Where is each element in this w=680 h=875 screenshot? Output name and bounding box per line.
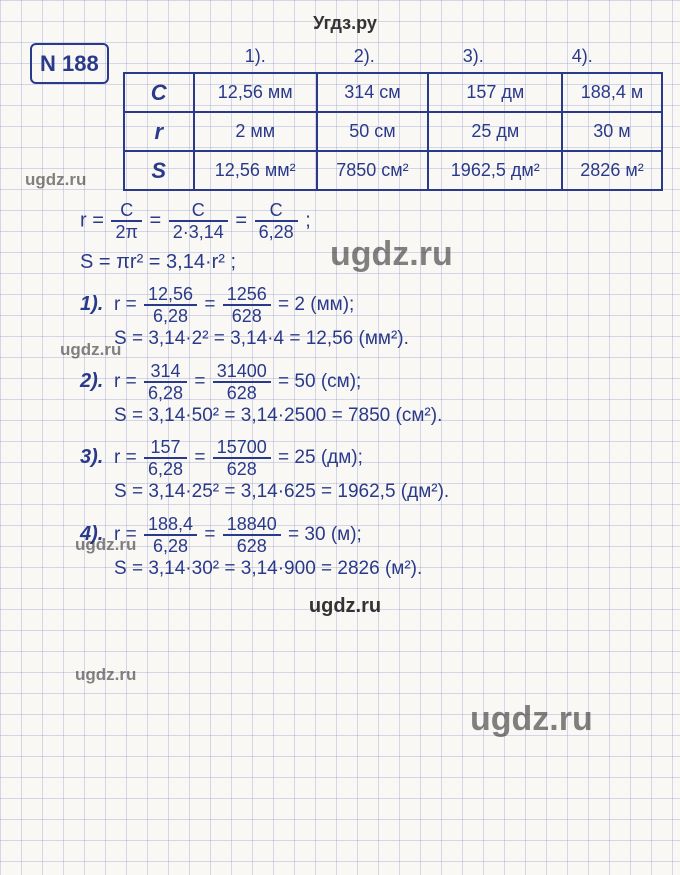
cell: 12,56 мм (194, 73, 317, 112)
r-lhs: r = (114, 294, 137, 315)
col-label-2: 2). (310, 43, 419, 70)
step-number: 2). (80, 366, 114, 396)
cell: 7850 см² (317, 151, 429, 190)
r-lhs: r = (114, 447, 137, 468)
r-step: 3).r = 1576,28 = 15700628 = 25 (дм); (80, 438, 660, 478)
r-step: 1).r = 12,566,28 = 1256628 = 2 (мм); (80, 285, 660, 325)
numerator: 18840 (223, 515, 281, 536)
fraction: 12,566,28 (144, 285, 197, 325)
formula-r: r = C 2π = C 2·3,14 = C 6,28 ; (80, 201, 660, 241)
fraction: C 2·3,14 (169, 201, 228, 241)
cell: 1962,5 дм² (428, 151, 562, 190)
denominator: 6,28 (144, 536, 197, 555)
denominator: 628 (223, 536, 281, 555)
numerator: C (169, 201, 228, 222)
s-step: S = 3,14·30² = 3,14·900 = 2826 (м²). (114, 555, 660, 584)
equals: = (194, 447, 205, 468)
denominator: 2π (111, 222, 141, 241)
formula-block: r = C 2π = C 2·3,14 = C 6,28 ; S = πr² =… (80, 201, 660, 277)
top-row: N 188 1). 2). 3). 4). C 12,56 мм 314 см … (30, 43, 660, 191)
step-number: 1). (80, 289, 114, 319)
denominator: 6,28 (144, 306, 197, 325)
equals: = (204, 524, 215, 545)
cell: 12,56 мм² (194, 151, 317, 190)
fraction: 15700628 (213, 438, 271, 478)
equals: = (204, 294, 215, 315)
row-header-C: C (124, 73, 194, 112)
cell: 314 см (317, 73, 429, 112)
cell: 2 мм (194, 112, 317, 151)
cell: 50 см (317, 112, 429, 151)
solution-item: 1).r = 12,566,28 = 1256628 = 2 (мм);S = … (40, 285, 660, 354)
equals: = (149, 209, 161, 231)
page-content: Угдз.ру N 188 1). 2). 3). 4). C 12,56 мм… (0, 0, 680, 631)
numerator: C (255, 201, 298, 222)
solution-item: 2).r = 3146,28 = 31400628 = 50 (см);S = … (40, 362, 660, 431)
site-footer: ugdz.ru (30, 591, 660, 621)
fraction: 31400628 (213, 362, 271, 402)
denominator: 6,28 (144, 383, 187, 402)
denominator: 628 (223, 306, 271, 325)
numerator: 314 (144, 362, 187, 383)
col-label-3: 3). (419, 43, 528, 70)
denominator: 2·3,14 (169, 222, 228, 241)
s-step: S = 3,14·50² = 3,14·2500 = 7850 (см²). (114, 402, 660, 431)
step-number: 4). (80, 519, 114, 549)
site-header: Угдз.ру (30, 10, 660, 37)
formula-s: S = πr² = 3,14·r² ; (80, 247, 660, 277)
fraction: 1576,28 (144, 438, 187, 478)
cell: 188,4 м (562, 73, 661, 112)
r-step: 4).r = 188,46,28 = 18840628 = 30 (м); (80, 515, 660, 555)
solution-item: 4).r = 188,46,28 = 18840628 = 30 (м);S =… (40, 515, 660, 584)
cell: 2826 м² (562, 151, 661, 190)
row-header-S: S (124, 151, 194, 190)
col-label-4: 4). (528, 43, 637, 70)
table-block: 1). 2). 3). 4). C 12,56 мм 314 см 157 дм… (123, 43, 663, 191)
numerator: 12,56 (144, 285, 197, 306)
numerator: 15700 (213, 438, 271, 459)
step-number: 3). (80, 442, 114, 472)
cell: 157 дм (428, 73, 562, 112)
problem-number-box: N 188 (30, 43, 109, 84)
table-row: C 12,56 мм 314 см 157 дм 188,4 м (124, 73, 662, 112)
cell: 30 м (562, 112, 661, 151)
table-row: r 2 мм 50 см 25 дм 30 м (124, 112, 662, 151)
r-result: = 50 (см); (278, 371, 361, 392)
numerator: 31400 (213, 362, 271, 383)
data-table: C 12,56 мм 314 см 157 дм 188,4 м r 2 мм … (123, 72, 663, 191)
fraction: C 6,28 (255, 201, 298, 241)
semicolon: ; (305, 209, 311, 231)
numerator: 157 (144, 438, 187, 459)
denominator: 6,28 (144, 459, 187, 478)
cell: 25 дм (428, 112, 562, 151)
col-label-1: 1). (201, 43, 310, 70)
numerator: 1256 (223, 285, 271, 306)
r-lhs: r = (80, 209, 104, 231)
r-result: = 2 (мм); (278, 294, 354, 315)
numerator: C (111, 201, 141, 222)
column-labels: 1). 2). 3). 4). (123, 43, 663, 70)
fraction: 18840628 (223, 515, 281, 555)
denominator: 6,28 (255, 222, 298, 241)
denominator: 628 (213, 383, 271, 402)
table-row: S 12,56 мм² 7850 см² 1962,5 дм² 2826 м² (124, 151, 662, 190)
fraction: C 2π (111, 201, 141, 241)
r-result: = 25 (дм); (278, 447, 363, 468)
r-lhs: r = (114, 371, 137, 392)
numerator: 188,4 (144, 515, 197, 536)
equals: = (235, 209, 247, 231)
fraction: 188,46,28 (144, 515, 197, 555)
s-step: S = 3,14·2² = 3,14·4 = 12,56 (мм²). (114, 325, 660, 354)
r-result: = 30 (м); (288, 524, 362, 545)
r-lhs: r = (114, 524, 137, 545)
denominator: 628 (213, 459, 271, 478)
s-step: S = 3,14·25² = 3,14·625 = 1962,5 (дм²). (114, 478, 660, 507)
row-header-r: r (124, 112, 194, 151)
r-step: 2).r = 3146,28 = 31400628 = 50 (см); (80, 362, 660, 402)
solution-item: 3).r = 1576,28 = 15700628 = 25 (дм);S = … (40, 438, 660, 507)
solutions: 1).r = 12,566,28 = 1256628 = 2 (мм);S = … (40, 285, 660, 583)
equals: = (194, 371, 205, 392)
fraction: 1256628 (223, 285, 271, 325)
fraction: 3146,28 (144, 362, 187, 402)
